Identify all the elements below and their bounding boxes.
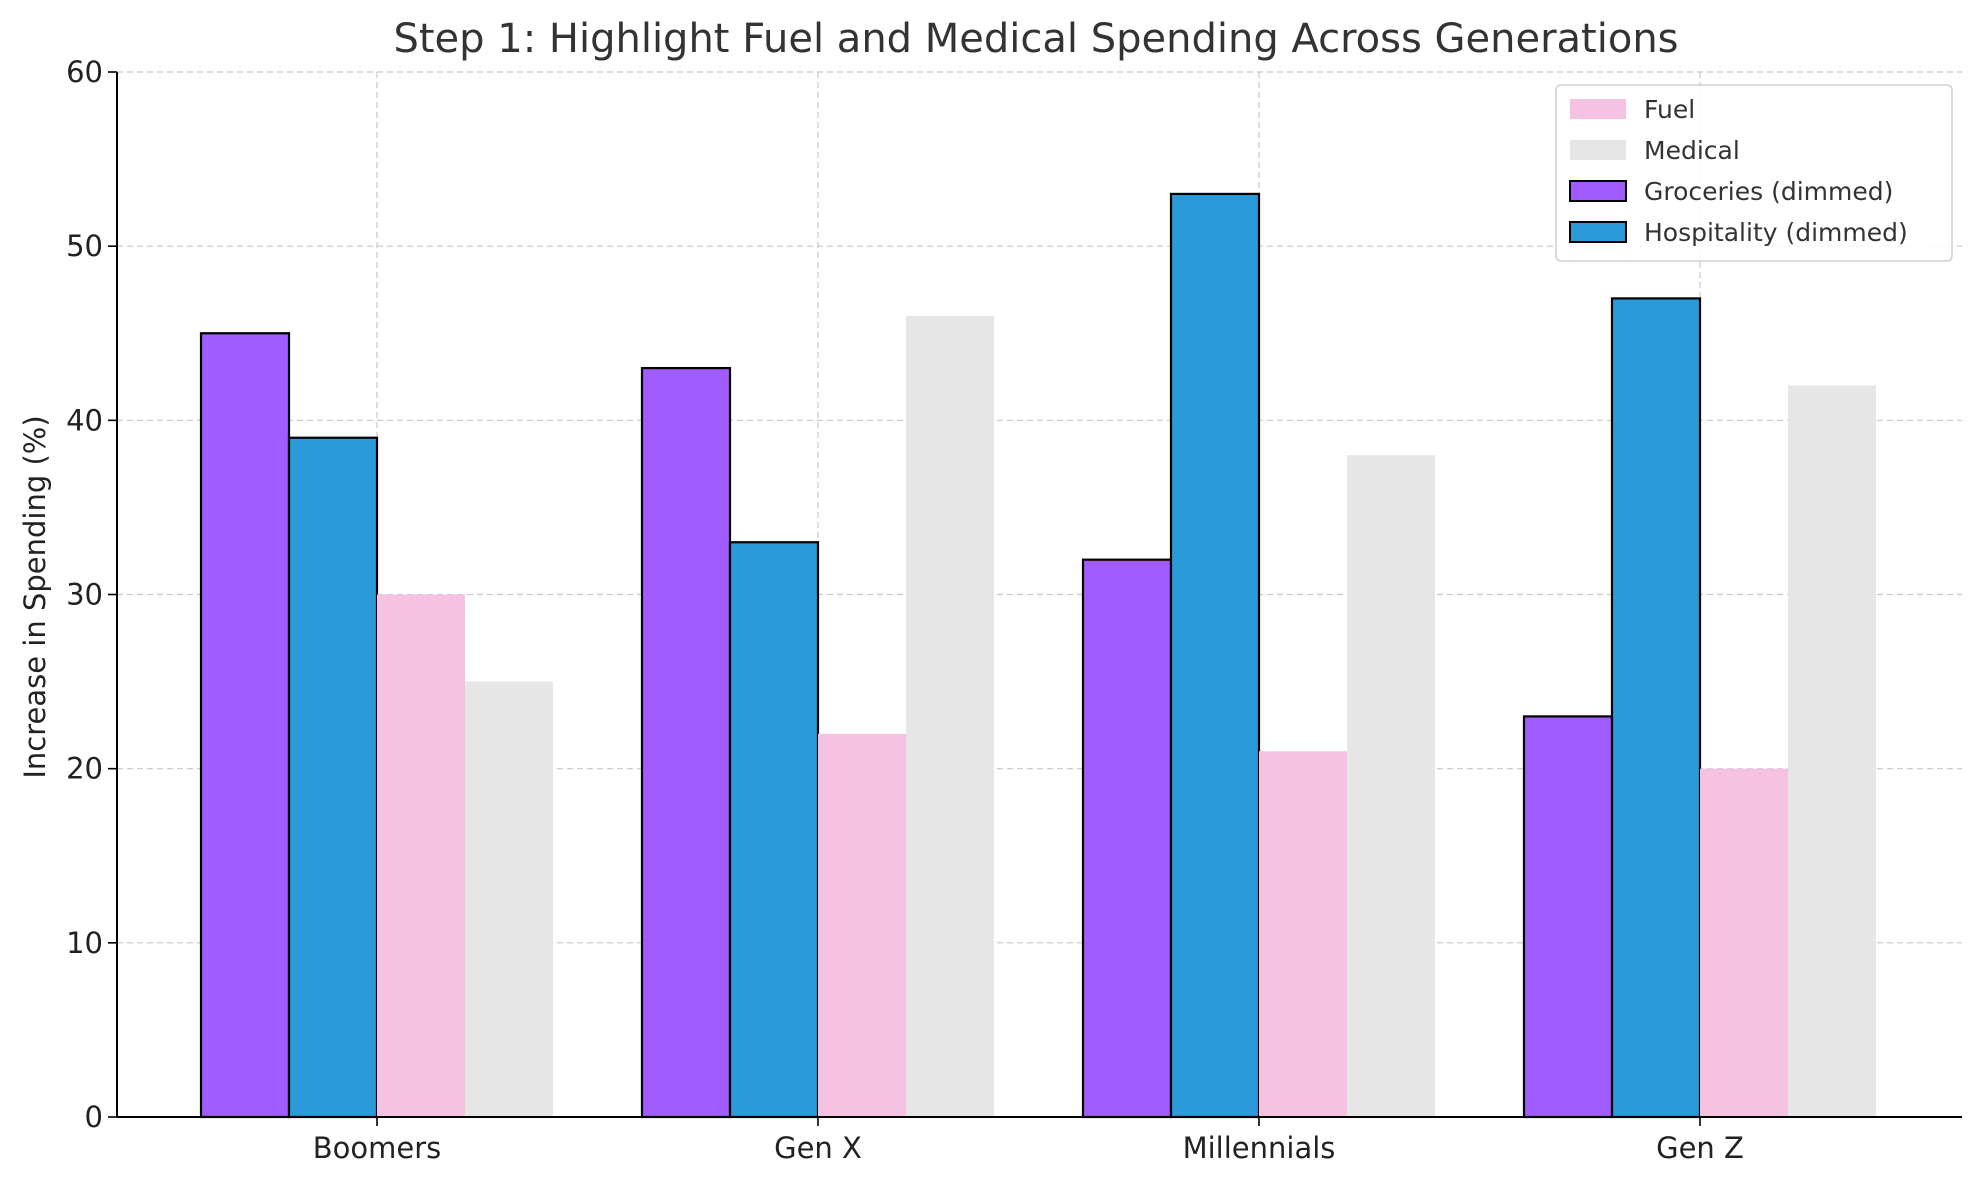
y-tick-label: 10 [66,926,103,960]
axes [108,71,1962,1126]
x-tick-label: Gen Z [1656,1131,1744,1165]
y-axis-label: Increase in Spending (%) [18,415,52,778]
y-tick-label: 30 [66,578,103,612]
bar-fuel [1700,768,1788,1117]
bar-hospitality-dimmed [1610,297,1702,1119]
x-tick-label: Millennials [1183,1131,1336,1165]
bar-groceries-dimmed [199,332,291,1119]
bar-medical [465,681,553,1117]
bar-groceries-dimmed [1522,715,1614,1119]
legend-swatch [1569,180,1627,202]
bars [199,192,1876,1119]
y-tick-label: 20 [66,752,103,786]
bar-fuel [818,733,906,1117]
bar-medical [1788,385,1876,1117]
bar-hospitality-dimmed [1169,192,1261,1119]
x-tick-label: Boomers [313,1131,442,1165]
y-tick-label: 40 [66,403,103,437]
legend-label: Fuel [1644,95,1695,124]
legend-label: Medical [1644,136,1740,165]
x-tick-label: Gen X [774,1131,862,1165]
bar-hospitality-dimmed [287,436,379,1119]
y-tick-label: 50 [66,229,103,263]
legend-swatch [1570,99,1626,119]
bar-groceries-dimmed [640,366,732,1119]
legend-swatch [1570,140,1626,160]
legend-label: Groceries (dimmed) [1644,177,1893,206]
tick-labels: 0 10 20 30 40 50 60 Boomers Gen X Millennials Gen … [66,55,1744,1165]
bar-medical [906,315,994,1117]
legend: Fuel Medical Groceries (dimmed) Hospitality… [1555,84,1953,262]
legend-swatch [1569,221,1627,243]
bar-groceries-dimmed [1081,558,1173,1119]
bar-medical [1347,455,1435,1118]
bar-hospitality-dimmed [728,541,820,1119]
legend-label: Hospitality (dimmed) [1644,218,1908,247]
bar-fuel [1259,751,1347,1117]
bar-fuel [377,594,465,1117]
y-tick-label: 60 [66,55,103,89]
y-tick-label: 0 [85,1100,103,1134]
chart-title: Step 1: Highlight Fuel and Medical Spend… [393,16,1678,62]
legend-box [1555,84,1953,262]
